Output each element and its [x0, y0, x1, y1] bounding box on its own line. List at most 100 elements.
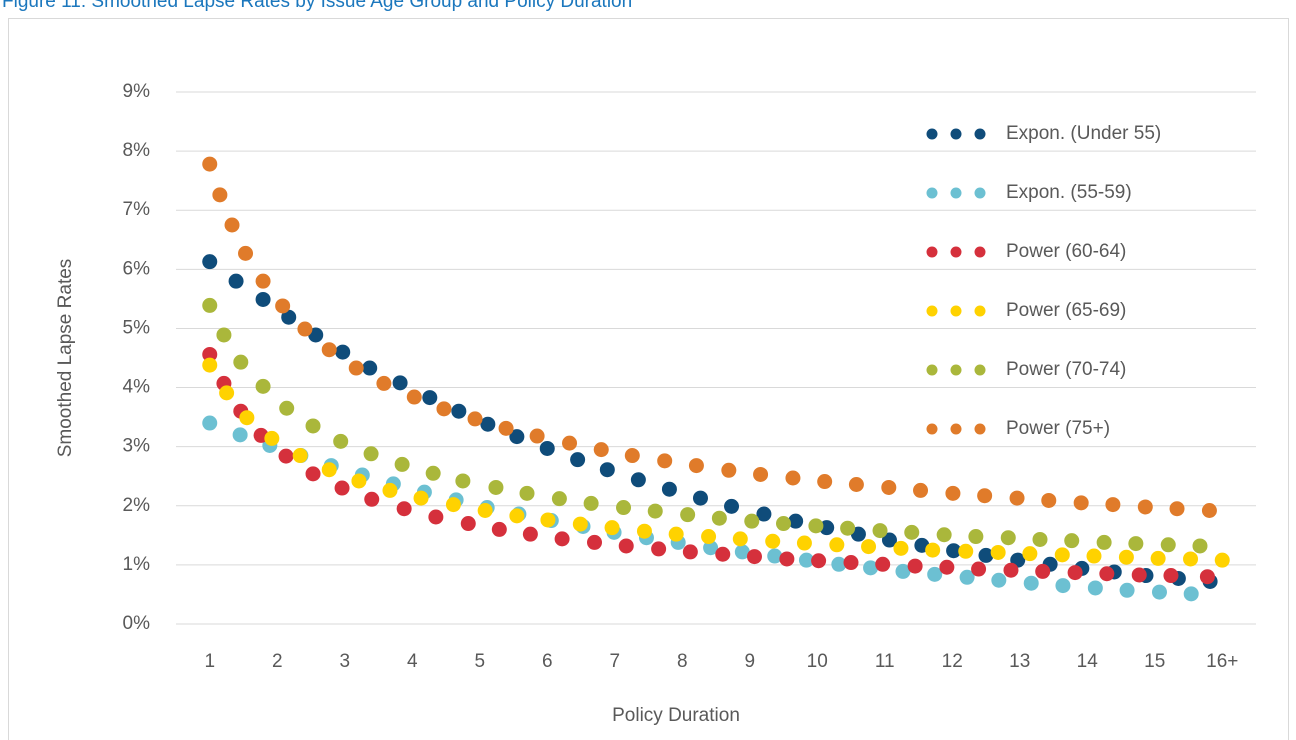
data-point: [202, 254, 218, 270]
data-point: [831, 556, 847, 572]
data-point: [788, 513, 804, 529]
data-point: [776, 516, 791, 532]
data-point: [445, 497, 461, 513]
data-point: [711, 510, 727, 526]
data-point: [519, 485, 535, 501]
x-tick-label: 9: [744, 651, 755, 672]
data-point: [202, 415, 218, 431]
data-point: [255, 378, 271, 394]
legend-label: Power (60-64): [1006, 241, 1126, 262]
data-point: [509, 429, 525, 445]
data-point: [436, 401, 452, 417]
data-point: [305, 418, 321, 434]
data-point: [275, 298, 291, 314]
legend-label: Power (65-69): [1006, 300, 1126, 321]
y-tick-label: 7%: [123, 199, 151, 220]
x-tick-label: 15: [1144, 651, 1165, 672]
data-point: [477, 503, 493, 519]
legend-marker: [974, 423, 986, 435]
data-point: [1096, 534, 1112, 550]
data-point: [382, 482, 398, 498]
data-point: [861, 539, 877, 555]
data-point: [978, 547, 994, 563]
x-axis-label: Policy Duration: [612, 705, 740, 726]
legend-marker: [950, 128, 962, 140]
data-point: [872, 523, 888, 539]
data-point: [593, 442, 609, 458]
data-point: [364, 491, 380, 507]
data-point: [1183, 586, 1199, 602]
data-point: [451, 403, 467, 419]
data-point: [297, 321, 313, 337]
data-point: [305, 466, 321, 482]
data-point: [1105, 497, 1121, 513]
y-tick-label: 1%: [123, 554, 151, 575]
x-tick-label: 10: [807, 651, 828, 672]
legend-marker: [974, 246, 986, 258]
data-point: [990, 544, 1006, 560]
data-point: [904, 524, 920, 540]
data-point: [1022, 546, 1038, 562]
data-point: [958, 543, 974, 559]
x-tick-label: 6: [542, 651, 553, 672]
data-point: [715, 546, 731, 562]
y-tick-label: 6%: [123, 258, 151, 279]
y-tick-label: 9%: [123, 81, 151, 102]
data-point: [661, 481, 677, 497]
data-point: [875, 556, 891, 572]
data-point: [798, 552, 814, 568]
data-point: [202, 156, 218, 172]
data-point: [233, 354, 249, 370]
data-point: [840, 520, 856, 536]
data-point: [721, 462, 737, 478]
data-point: [540, 512, 556, 528]
data-point: [647, 503, 663, 519]
data-point: [767, 548, 783, 564]
x-tick-label: 1: [204, 651, 215, 672]
data-point: [1199, 569, 1215, 585]
data-point: [959, 569, 975, 585]
legend-marker: [974, 128, 986, 140]
data-point: [279, 400, 295, 416]
data-point: [554, 531, 570, 547]
data-point: [881, 532, 897, 548]
x-tick-label: 11: [875, 651, 895, 672]
data-point: [1183, 551, 1199, 567]
data-point: [1150, 550, 1166, 566]
data-point: [363, 446, 379, 462]
data-point: [238, 245, 254, 261]
y-tick-label: 3%: [123, 436, 151, 457]
data-point: [657, 453, 673, 469]
data-point: [455, 473, 471, 489]
data-point: [334, 480, 350, 496]
data-point: [636, 523, 652, 539]
data-point: [428, 509, 444, 525]
data-point: [1041, 492, 1057, 508]
legend-marker: [950, 364, 962, 376]
data-point: [348, 360, 364, 376]
data-point: [692, 490, 708, 506]
data-point: [255, 291, 271, 307]
data-point: [572, 516, 588, 532]
data-point: [292, 448, 308, 464]
data-point: [680, 507, 696, 523]
data-point: [491, 521, 507, 537]
data-point: [971, 561, 987, 577]
legend-label: Expon. (Under 55): [1006, 123, 1161, 144]
data-point: [376, 375, 392, 391]
legend-marker: [950, 246, 962, 258]
data-point: [335, 344, 351, 360]
data-point: [1064, 533, 1080, 549]
data-point: [202, 357, 218, 373]
data-point: [1192, 538, 1208, 554]
data-point: [1201, 503, 1217, 519]
data-point: [977, 488, 993, 504]
data-point: [396, 501, 412, 517]
data-point: [936, 527, 952, 543]
x-tick-label: 7: [609, 651, 620, 672]
data-point: [1023, 575, 1039, 591]
data-point: [522, 526, 538, 542]
data-point: [1032, 531, 1048, 547]
data-point: [422, 390, 438, 406]
data-point: [732, 531, 748, 547]
